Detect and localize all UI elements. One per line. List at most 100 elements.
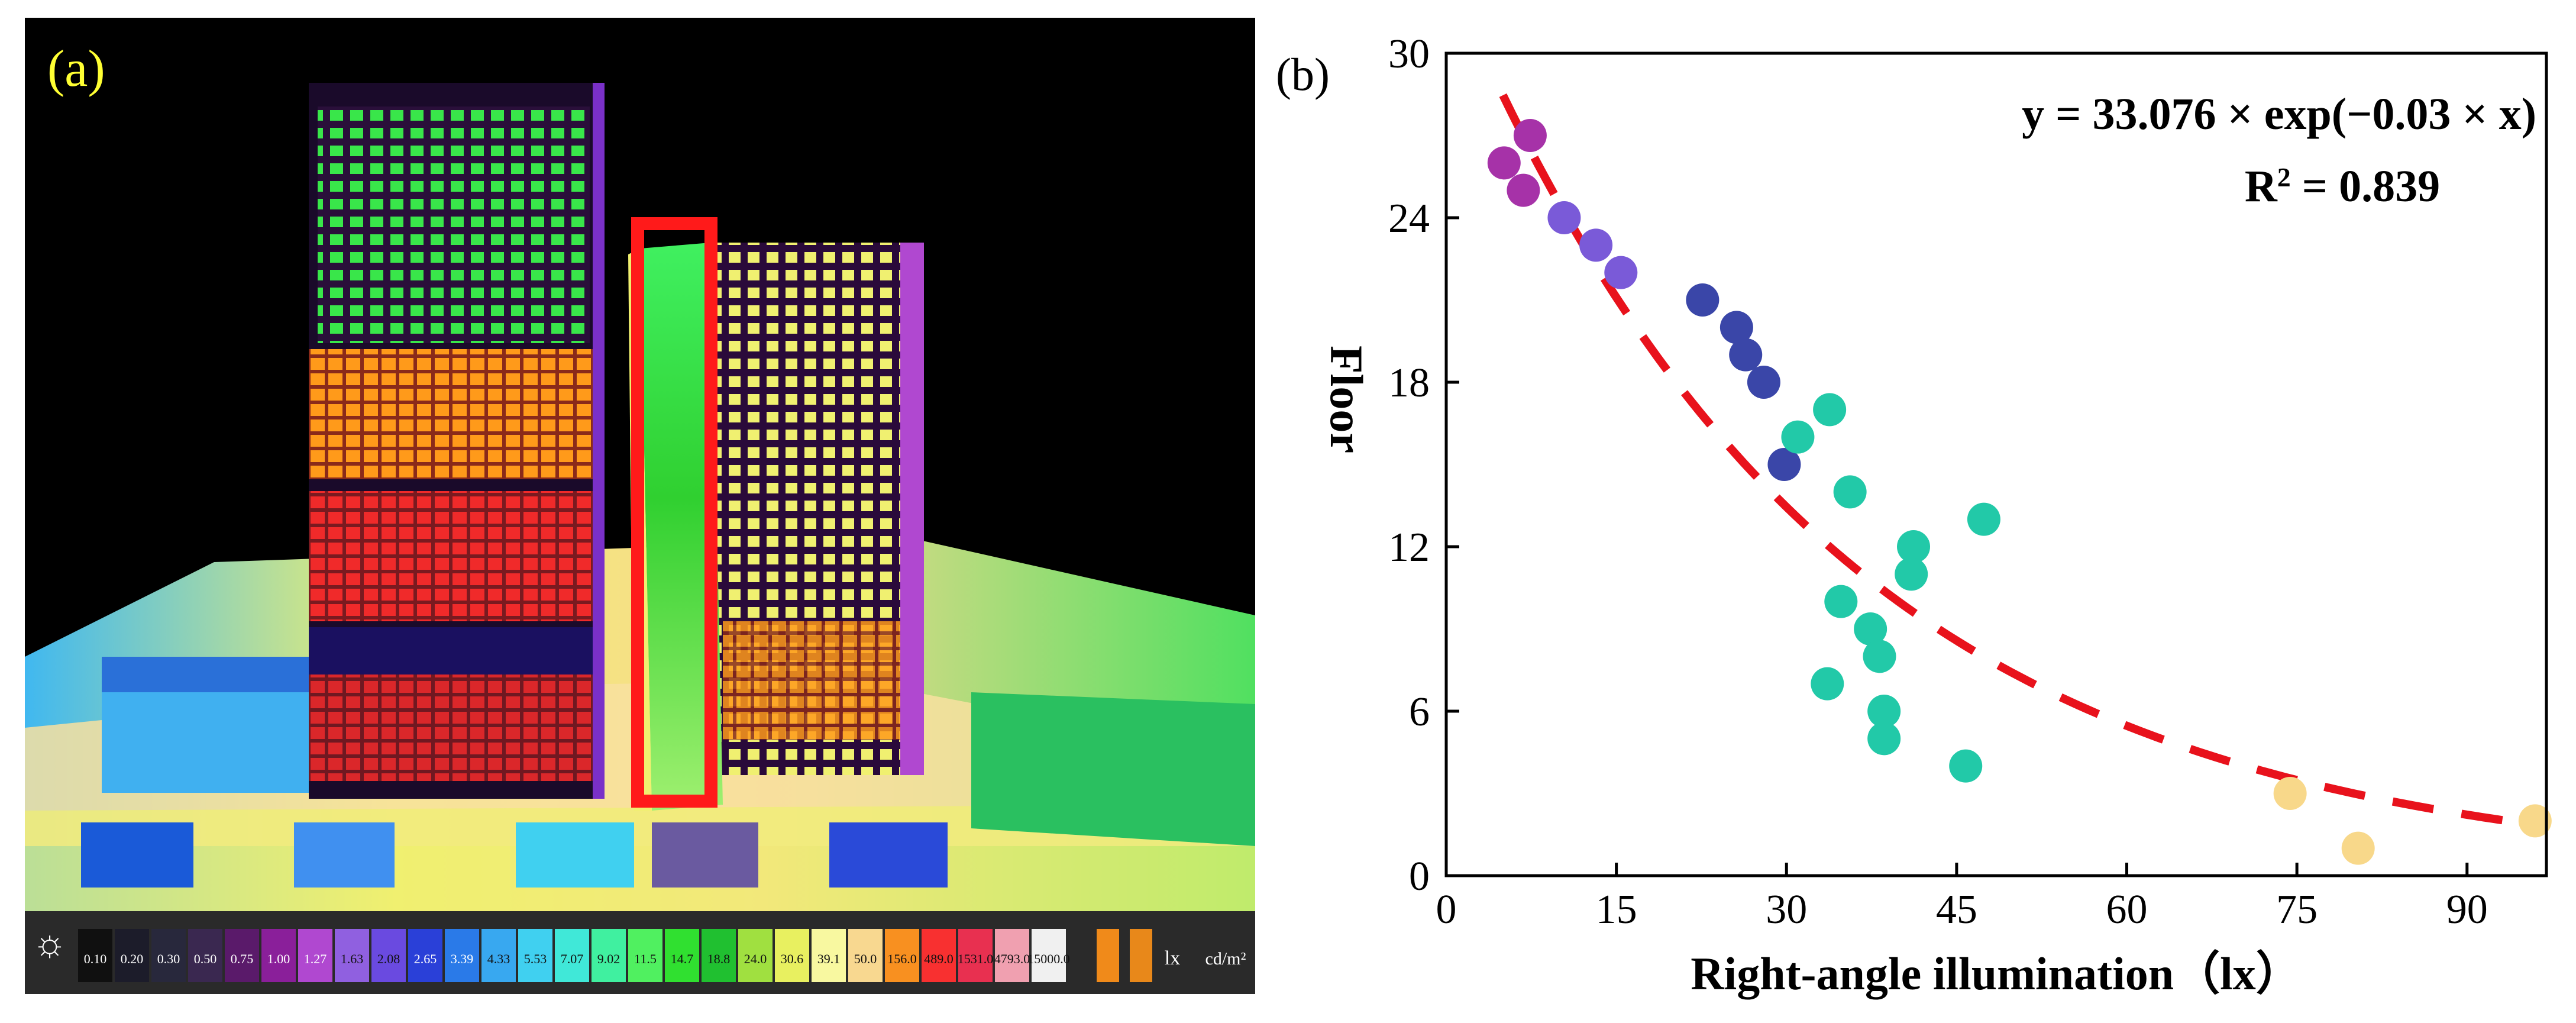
- legend-cell: [115, 929, 149, 982]
- legend-cell: [408, 929, 442, 982]
- data-point: [1747, 366, 1780, 399]
- legend-value: 0.30: [157, 951, 180, 966]
- y-tick-label: 24: [1388, 196, 1430, 241]
- y-tick-label: 18: [1388, 360, 1430, 406]
- legend-orange-swatch: [1097, 929, 1119, 982]
- highlight-box: [631, 217, 717, 808]
- legend-cell: [922, 929, 956, 982]
- legend-orange-swatch-2: [1130, 929, 1152, 982]
- legend-cell: [665, 929, 699, 982]
- data-point: [2341, 831, 2375, 865]
- legend-cell: [812, 929, 846, 982]
- x-tick-label: 75: [2276, 887, 2318, 932]
- legend-cell: [1032, 929, 1066, 982]
- data-point: [2273, 777, 2307, 810]
- legend-cell: [225, 929, 259, 982]
- legend-value: 156.0: [887, 951, 917, 966]
- legend-value: 1.27: [304, 951, 327, 966]
- legend-value: 24.0: [744, 951, 767, 966]
- x-tick-label: 90: [2446, 887, 2488, 932]
- data-point: [1686, 283, 1720, 317]
- data-point: [1967, 502, 2000, 536]
- legend-value: 7.07: [561, 951, 584, 966]
- data-point: [1720, 311, 1753, 344]
- data-point: [1949, 749, 1983, 783]
- legend-cell: [958, 929, 993, 982]
- data-point: [1781, 420, 1815, 454]
- legend-cell: [518, 929, 552, 982]
- legend-value: 3.39: [451, 951, 474, 966]
- y-tick-label: 30: [1388, 31, 1430, 77]
- y-tick-label: 6: [1409, 689, 1430, 735]
- data-point: [1813, 393, 1847, 427]
- legend-value: 5.53: [524, 951, 547, 966]
- data-point: [1867, 695, 1901, 728]
- fit-equation: y = 33.076 × exp(−0.03 × x): [2022, 89, 2536, 139]
- y-tick-label: 0: [1409, 854, 1430, 899]
- data-point: [1729, 338, 1763, 372]
- legend-cell: [738, 929, 773, 982]
- legend-value: 0.75: [231, 951, 254, 966]
- data-point: [1863, 640, 1896, 673]
- legend-value: 14.7: [671, 951, 694, 966]
- sun-icon: ☼: [33, 922, 67, 964]
- legend-cell: [995, 929, 1029, 982]
- legend-value: 9.02: [597, 951, 620, 966]
- data-point: [1867, 722, 1901, 756]
- data-point: [1513, 119, 1547, 152]
- data-point: [1897, 530, 1931, 563]
- data-point: [1895, 557, 1928, 591]
- legend-cell: [848, 929, 883, 982]
- y-tick-label: 12: [1388, 525, 1430, 570]
- data-point: [1547, 201, 1581, 234]
- legend-cell: [555, 929, 589, 982]
- legend-cell: [628, 929, 662, 982]
- data-point: [1604, 256, 1638, 289]
- legend-value: 1.63: [341, 951, 364, 966]
- legend-value: 4.33: [487, 951, 510, 966]
- fit-curve: [1499, 93, 2536, 829]
- legend-cell: [298, 929, 332, 982]
- x-tick-label: 0: [1436, 887, 1457, 932]
- legend-cell: [481, 929, 516, 982]
- legend-value: 18.8: [707, 951, 731, 966]
- luminance-render-image: (a) 0.10 0.20 0.30 0.50 0.75 1.00 1.27 1.63 2.08…: [25, 18, 1255, 994]
- legend-cell: [371, 929, 406, 982]
- legend-value: 15000.0: [1027, 951, 1070, 966]
- data-point: [1854, 612, 1887, 646]
- legend-cell: [775, 929, 809, 982]
- unit-lx: lx: [1165, 947, 1180, 969]
- data-point: [1824, 585, 1858, 618]
- x-tick-label: 30: [1766, 887, 1807, 932]
- plot-frame: [1444, 51, 2548, 877]
- panel-b-chart: 0 15 30 45 60 75 90 0 6 12 18 24 30 (b) Right-angle …: [1266, 0, 2576, 1020]
- x-axis-label: Right-angle illumination（lx）: [1691, 948, 2302, 999]
- legend-value: 489.0: [924, 951, 954, 966]
- legend-value: 2.65: [414, 951, 437, 966]
- legend-value: 1531.0: [958, 951, 994, 966]
- legend-value: 4793.0: [994, 951, 1030, 966]
- luminance-legend: 0.10 0.20 0.30 0.50 0.75 1.00 1.27 1.63 2.08 2.65…: [25, 911, 1255, 994]
- legend-cell: [188, 929, 222, 982]
- data-point: [1833, 475, 1867, 509]
- legend-cell: [78, 929, 112, 982]
- legend-value: 1.00: [267, 951, 290, 966]
- legend-value: 0.50: [194, 951, 217, 966]
- legend-cell: [335, 929, 369, 982]
- legend-cell: [261, 929, 296, 982]
- legend-value: 39.1: [817, 951, 841, 966]
- panel-a-label: (a): [47, 40, 105, 98]
- x-tick-label: 60: [2106, 887, 2148, 932]
- legend-value: 2.08: [377, 951, 400, 966]
- legend-cell: [592, 929, 626, 982]
- data-point: [1487, 146, 1521, 180]
- legend-value: 50.0: [854, 951, 877, 966]
- legend-value: 0.20: [121, 951, 144, 966]
- legend-value: 30.6: [781, 951, 804, 966]
- panel-a-rendering: (a) 0.10 0.20 0.30 0.50 0.75 1.00 1.27 1.63 2.08…: [25, 18, 1255, 994]
- legend-value: 0.10: [84, 951, 107, 966]
- x-tick-label: 45: [1936, 887, 1977, 932]
- x-tick-label: 15: [1596, 887, 1637, 932]
- r-squared: R2 = 0.839: [2245, 162, 2440, 211]
- legend-cell: [702, 929, 736, 982]
